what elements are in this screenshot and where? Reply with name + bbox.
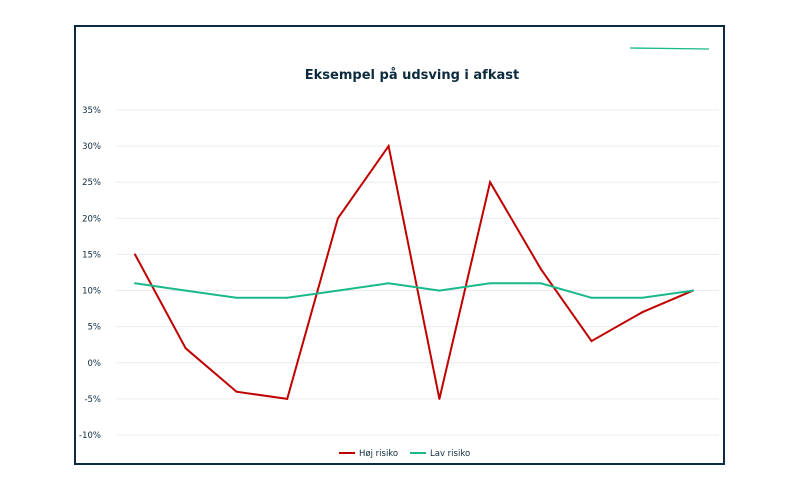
data-point [438,397,441,400]
legend: Høj risiko Lav risiko [339,449,470,459]
chart-frame: Eksempel på udsving i afkast 35% 30% 25% 20… [74,25,725,465]
series-line-hoj-risiko [134,143,694,401]
data-point [286,296,289,299]
series-lines [134,143,694,401]
line-chart: Eksempel på udsving i afkast 35% 30% 25% 20… [79,47,719,459]
y-tick-label: 0% [88,359,102,369]
chart-title: Eksempel på udsving i afkast [305,68,519,83]
data-point [184,289,187,292]
data-point [387,145,390,148]
accent-line [629,47,710,50]
data-point [590,296,593,299]
data-point [641,311,644,314]
data-point [286,397,289,400]
data-point [184,347,187,350]
y-tick-label: 15% [82,250,101,260]
y-tick-label: 25% [82,178,101,188]
y-tick-label: -5% [84,395,101,405]
y-tick-label: 10% [82,287,101,297]
legend-label: Lav risiko [430,449,470,459]
data-point [336,289,339,292]
y-tick-label: 5% [88,323,102,333]
y-tick-label: -10% [79,431,101,441]
data-point [336,217,339,220]
data-point [134,253,136,256]
legend-label: Høj risiko [359,449,398,459]
data-point [539,282,542,285]
y-tick-label: 35% [82,106,101,116]
data-point [590,340,593,343]
y-tick-label: 30% [82,142,101,152]
series-line-lav-risiko [134,282,694,299]
data-point [235,390,238,393]
data-point [539,267,542,270]
data-point [387,282,390,285]
data-point [641,296,644,299]
data-point [489,282,492,285]
data-point [438,289,441,292]
data-point [489,181,492,184]
y-axis-ticks: 35% 30% 25% 20% 15% 10% 5% 0% -5% -10% [79,106,101,441]
grid-lines [116,109,719,436]
data-point [134,282,136,285]
y-tick-label: 20% [82,214,101,224]
data-point [692,289,694,292]
data-point [235,296,238,299]
